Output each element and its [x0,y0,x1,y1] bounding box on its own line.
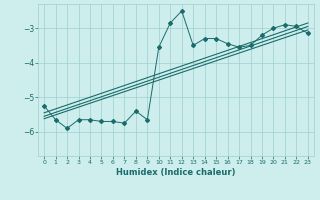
X-axis label: Humidex (Indice chaleur): Humidex (Indice chaleur) [116,168,236,177]
